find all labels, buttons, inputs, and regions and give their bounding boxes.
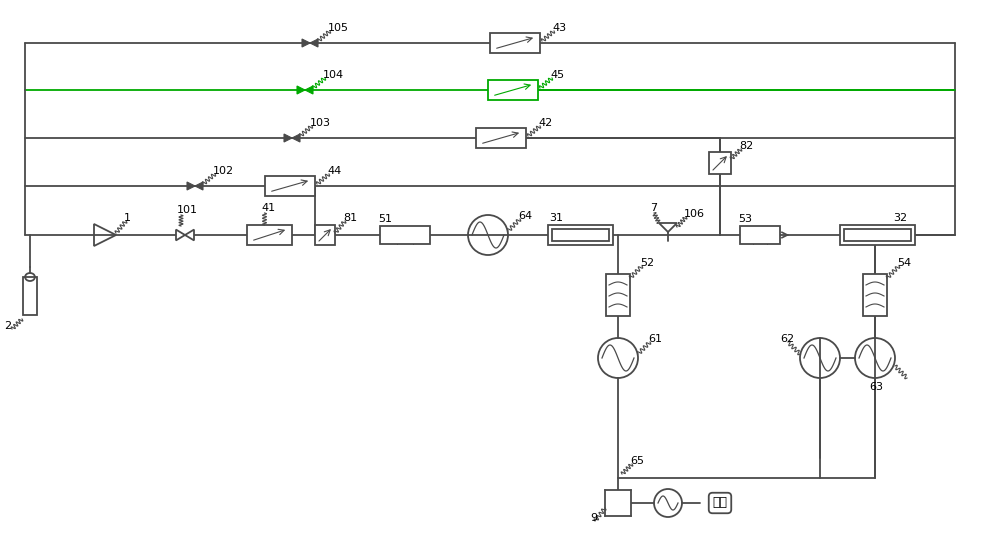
Text: 82: 82	[739, 141, 753, 151]
Polygon shape	[187, 182, 195, 190]
Polygon shape	[302, 39, 310, 47]
Polygon shape	[305, 86, 313, 94]
Text: 81: 81	[343, 213, 357, 223]
Bar	[844, 229, 911, 241]
Text: 45: 45	[550, 70, 564, 80]
Text: 101: 101	[177, 205, 198, 215]
Polygon shape	[297, 86, 305, 94]
Text: 64: 64	[518, 211, 532, 221]
Bar	[840, 225, 915, 245]
Text: 102: 102	[213, 166, 234, 176]
Text: 62: 62	[780, 334, 794, 344]
Text: 9: 9	[590, 513, 597, 523]
Bar	[247, 225, 292, 245]
Text: 1: 1	[124, 213, 131, 223]
Polygon shape	[195, 182, 203, 190]
Text: 42: 42	[538, 118, 552, 128]
Text: 31: 31	[550, 213, 564, 223]
Text: 大气: 大气	[712, 496, 728, 509]
Text: 61: 61	[648, 334, 662, 344]
Bar	[265, 176, 315, 196]
Polygon shape	[659, 223, 677, 232]
Bar	[548, 225, 612, 245]
Text: 54: 54	[897, 258, 911, 268]
Polygon shape	[292, 134, 300, 142]
Text: 52: 52	[640, 258, 654, 268]
Bar	[315, 225, 335, 245]
Text: 63: 63	[869, 382, 883, 392]
Text: 51: 51	[378, 214, 392, 224]
Bar	[23, 277, 37, 315]
Bar	[606, 274, 630, 316]
Bar	[605, 490, 631, 516]
Bar	[476, 128, 526, 148]
Text: 104: 104	[323, 70, 344, 80]
Polygon shape	[185, 230, 194, 241]
Polygon shape	[176, 230, 185, 241]
Text: 43: 43	[552, 23, 566, 33]
Text: 103: 103	[310, 118, 331, 128]
Bar	[552, 229, 608, 241]
Text: 44: 44	[327, 166, 341, 176]
Text: 32: 32	[893, 213, 908, 223]
Bar	[490, 33, 540, 53]
Bar	[488, 80, 538, 100]
Text: 41: 41	[262, 203, 276, 213]
Text: 65: 65	[630, 456, 644, 466]
Bar	[380, 226, 430, 244]
Polygon shape	[310, 39, 318, 47]
Text: 53: 53	[738, 214, 752, 224]
Bar	[740, 226, 780, 244]
Polygon shape	[284, 134, 292, 142]
Text: 105: 105	[328, 23, 349, 33]
Text: 106: 106	[684, 209, 705, 219]
Text: 7: 7	[650, 203, 657, 213]
Bar	[863, 274, 887, 316]
Bar	[709, 152, 731, 174]
Text: 2: 2	[4, 321, 11, 331]
